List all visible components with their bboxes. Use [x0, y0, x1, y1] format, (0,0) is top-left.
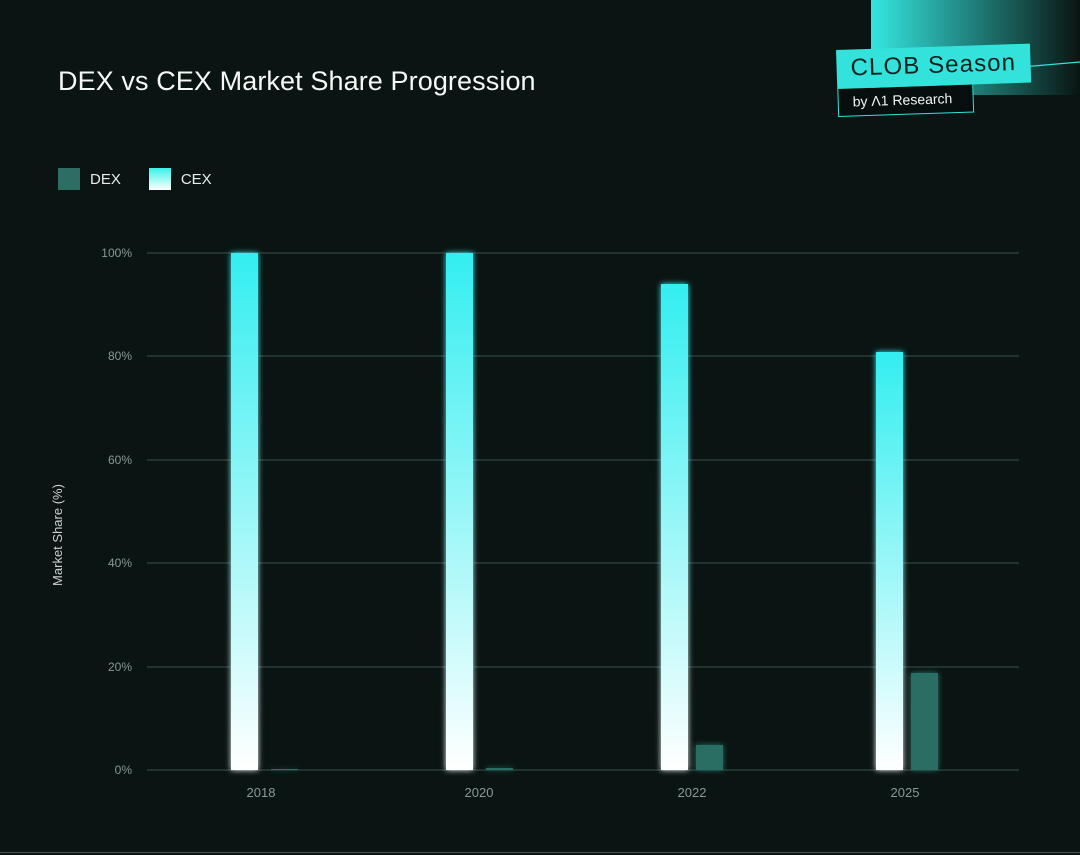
svg-text:2018: 2018: [247, 785, 276, 800]
svg-text:20%: 20%: [108, 660, 132, 674]
svg-text:2025: 2025: [891, 785, 920, 800]
svg-text:60%: 60%: [108, 453, 132, 467]
svg-text:80%: 80%: [108, 349, 132, 363]
svg-text:2020: 2020: [465, 785, 494, 800]
svg-text:0%: 0%: [115, 763, 133, 777]
svg-text:40%: 40%: [108, 556, 132, 570]
svg-text:2022: 2022: [678, 785, 707, 800]
svg-text:Market Share (%): Market Share (%): [50, 484, 65, 586]
svg-text:100%: 100%: [101, 246, 132, 260]
